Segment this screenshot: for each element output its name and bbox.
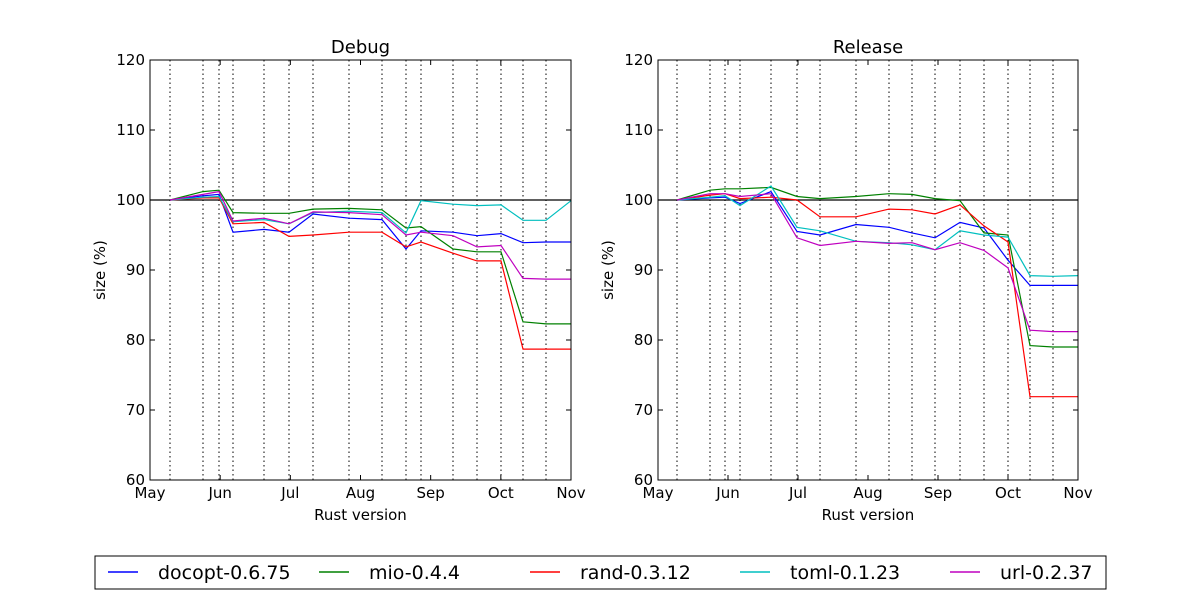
series-line-docopt-0.6.75 bbox=[169, 193, 571, 250]
chart-title: Debug bbox=[331, 37, 390, 58]
x-tick-label: Jul bbox=[788, 484, 807, 502]
y-axis-label: size (%) bbox=[91, 240, 109, 300]
series-line-url-0.2.37 bbox=[676, 193, 1078, 333]
y-tick-label: 120 bbox=[624, 51, 653, 69]
x-axis-label: Rust version bbox=[822, 506, 915, 524]
x-axis-label: Rust version bbox=[314, 506, 407, 524]
y-tick-label: 70 bbox=[634, 401, 653, 419]
x-tick-label: Nov bbox=[556, 484, 585, 502]
y-tick-label: 80 bbox=[634, 331, 653, 349]
y-tick-label: 100 bbox=[624, 191, 653, 209]
series-line-docopt-0.6.75 bbox=[676, 190, 1078, 286]
y-tick-label: 110 bbox=[624, 121, 653, 139]
x-tick-label: Oct bbox=[995, 484, 1021, 502]
y-tick-label: 60 bbox=[634, 471, 653, 489]
chart-panel-release: 60 70 80 90 100 110 120 May Jun Jul Aug Sep Oct Nov Re… bbox=[599, 37, 1093, 524]
legend-label-url-0.2.37: url-0.2.37 bbox=[1000, 562, 1092, 584]
y-tick-label: 110 bbox=[116, 121, 145, 139]
legend: docopt-0.6.75 mio-0.4.4 rand-0.3.12 toml-0.… bbox=[94, 555, 1107, 590]
series-line-mio-0.4.4 bbox=[169, 189, 571, 325]
x-tick-label: Nov bbox=[1063, 484, 1092, 502]
plot-frame bbox=[149, 59, 572, 481]
x-tick-label: May bbox=[642, 484, 673, 502]
series-line-url-0.2.37 bbox=[169, 190, 571, 280]
y-tick-label: 90 bbox=[634, 261, 653, 279]
x-tick-label: Jun bbox=[715, 484, 739, 502]
chart-title: Release bbox=[833, 37, 903, 58]
y-axis-label: size (%) bbox=[599, 240, 617, 300]
legend-label-mio-0.4.4: mio-0.4.4 bbox=[369, 562, 460, 584]
x-tick-label: Oct bbox=[488, 484, 514, 502]
legend-label-toml-0.1.23: toml-0.1.23 bbox=[790, 562, 900, 584]
x-tick-label: Sep bbox=[924, 484, 952, 502]
chart-panel-debug: 60 70 80 90 100 110 120 May Jun Jul Aug Sep Oct Nov De… bbox=[91, 37, 586, 524]
y-tick-label: 90 bbox=[126, 261, 145, 279]
x-tick-label: May bbox=[134, 484, 165, 502]
x-tick-label: Sep bbox=[417, 484, 445, 502]
series-line-toml-0.1.23 bbox=[676, 185, 1079, 277]
series-line-mio-0.4.4 bbox=[676, 186, 1078, 348]
y-tick-label: 80 bbox=[126, 331, 145, 349]
x-tick-label: Aug bbox=[853, 484, 882, 502]
x-tick-label: Jul bbox=[280, 484, 299, 502]
series-line-toml-0.1.23 bbox=[169, 195, 572, 234]
legend-frame bbox=[94, 555, 1107, 590]
x-tick-label: Aug bbox=[346, 484, 375, 502]
y-tick-label: 60 bbox=[126, 471, 145, 489]
series-line-rand-0.3.12 bbox=[676, 193, 1078, 398]
y-tick-label: 120 bbox=[116, 51, 145, 69]
legend-label-rand-0.3.12: rand-0.3.12 bbox=[580, 562, 691, 584]
legend-label-docopt-0.6.75: docopt-0.6.75 bbox=[158, 562, 291, 584]
y-tick-label: 100 bbox=[116, 191, 145, 209]
series-line-rand-0.3.12 bbox=[169, 197, 571, 350]
x-tick-label: Jun bbox=[207, 484, 231, 502]
y-tick-label: 70 bbox=[126, 401, 145, 419]
